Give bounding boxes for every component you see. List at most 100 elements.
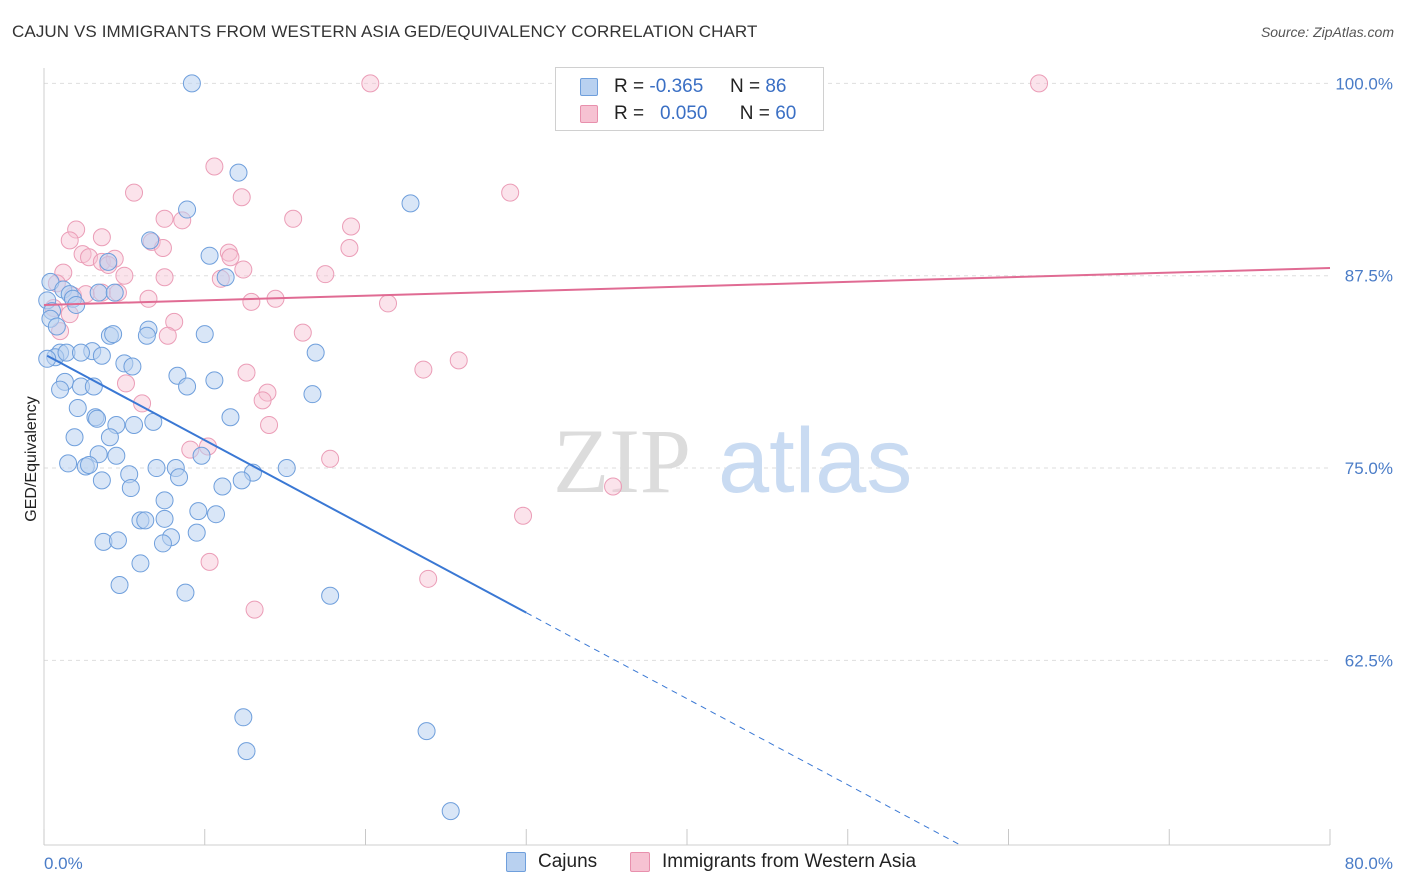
point-immigrants [342, 217, 361, 236]
point-cajuns [105, 283, 124, 302]
x-tick-label: 80.0% [1345, 854, 1393, 873]
legend-swatch-pink [630, 852, 650, 872]
point-cajuns [136, 511, 155, 530]
point-immigrants [361, 74, 380, 93]
point-cajuns [200, 246, 219, 265]
point-cajuns [195, 325, 214, 344]
point-immigrants [221, 248, 240, 267]
point-cajuns [108, 531, 127, 550]
point-immigrants [514, 506, 533, 525]
legend-swatch-blue [580, 78, 598, 96]
watermark-zip: ZIP [553, 410, 691, 512]
point-cajuns [221, 408, 240, 427]
point-cajuns [131, 554, 150, 573]
point-cajuns [155, 491, 174, 510]
point-immigrants [116, 374, 135, 393]
series-legend: Cajuns Immigrants from Western Asia [0, 851, 1406, 879]
point-cajuns [176, 583, 195, 602]
source-credit: Source: ZipAtlas.com [1260, 24, 1394, 40]
point-cajuns [68, 399, 87, 418]
point-cajuns [234, 708, 253, 727]
trend-lines [43, 267, 1331, 846]
point-cajuns [141, 231, 160, 250]
series-cajuns-points [38, 74, 460, 821]
point-cajuns [303, 385, 322, 404]
legend-r-label: R = [614, 103, 645, 124]
point-cajuns [417, 722, 436, 741]
point-immigrants [158, 326, 177, 345]
point-immigrants [200, 552, 219, 571]
point-immigrants [115, 266, 134, 285]
point-cajuns [170, 468, 189, 487]
watermark-atlas: atlas [718, 410, 912, 512]
legend-label-immigrants: Immigrants from Western Asia [662, 851, 917, 872]
legend-r-label: R = [614, 76, 645, 97]
point-immigrants [414, 360, 433, 379]
legend-swatch-blue [506, 852, 526, 872]
point-cajuns [59, 454, 78, 473]
point-immigrants [260, 415, 279, 434]
point-immigrants [139, 289, 158, 308]
point-immigrants [419, 569, 438, 588]
point-immigrants [316, 265, 335, 284]
point-immigrants [155, 268, 174, 287]
legend-row-cajuns: R = -0.365 N = 86 [580, 74, 786, 100]
point-immigrants [155, 209, 174, 228]
point-cajuns [121, 479, 140, 498]
y-axis-title: GED/Equivalency [23, 396, 40, 521]
legend-n-value: 60 [775, 103, 797, 124]
legend-r-value: 0.050 [659, 103, 708, 124]
point-cajuns [88, 409, 107, 428]
point-cajuns [178, 200, 197, 219]
point-immigrants [242, 292, 261, 311]
point-cajuns [229, 163, 248, 182]
legend-r-value: -0.365 [649, 76, 704, 97]
axes [43, 68, 1331, 846]
point-cajuns [321, 586, 340, 605]
point-immigrants [604, 477, 623, 496]
point-cajuns [92, 471, 111, 490]
point-immigrants [501, 183, 520, 202]
point-cajuns [187, 523, 206, 542]
point-cajuns [51, 380, 70, 399]
point-cajuns [71, 343, 90, 362]
point-cajuns [237, 742, 256, 761]
point-cajuns [125, 415, 144, 434]
legend-swatch-pink [580, 105, 598, 123]
point-cajuns [80, 455, 99, 474]
point-cajuns [100, 428, 119, 447]
point-immigrants [340, 239, 359, 258]
point-cajuns [277, 459, 296, 478]
legend-item-cajuns[interactable]: Cajuns [506, 851, 597, 873]
y-tick-labels: 62.5% 75.0% 87.5% 100.0% [1335, 74, 1393, 670]
point-immigrants [232, 188, 251, 207]
point-immigrants [205, 157, 224, 176]
point-cajuns [153, 534, 172, 553]
point-cajuns [137, 326, 156, 345]
point-cajuns [207, 505, 226, 524]
point-immigrants [234, 260, 253, 279]
trend-line-cajuns-extension [526, 612, 961, 846]
point-immigrants [133, 394, 152, 413]
x-tick-labels: 0.0% 80.0% [44, 854, 1393, 873]
point-immigrants [1030, 74, 1049, 93]
point-cajuns [47, 317, 66, 336]
point-immigrants [237, 363, 256, 382]
point-immigrants [321, 449, 340, 468]
point-immigrants [67, 220, 86, 239]
point-immigrants [60, 231, 79, 250]
point-immigrants [125, 183, 144, 202]
point-cajuns [104, 325, 123, 344]
point-immigrants [245, 600, 264, 619]
point-cajuns [205, 371, 224, 390]
point-cajuns [232, 471, 251, 490]
legend-item-immigrants[interactable]: Immigrants from Western Asia [630, 851, 916, 873]
y-tick-label: 75.0% [1345, 459, 1393, 478]
legend-row-immigrants: R = 0.050 N = 60 [580, 101, 796, 127]
point-immigrants [284, 209, 303, 228]
legend-label-cajuns: Cajuns [538, 851, 598, 872]
point-cajuns [213, 477, 232, 496]
legend-n-value: 86 [765, 76, 787, 97]
trend-line-cajuns [46, 354, 527, 614]
x-tick-label: 0.0% [44, 854, 83, 873]
